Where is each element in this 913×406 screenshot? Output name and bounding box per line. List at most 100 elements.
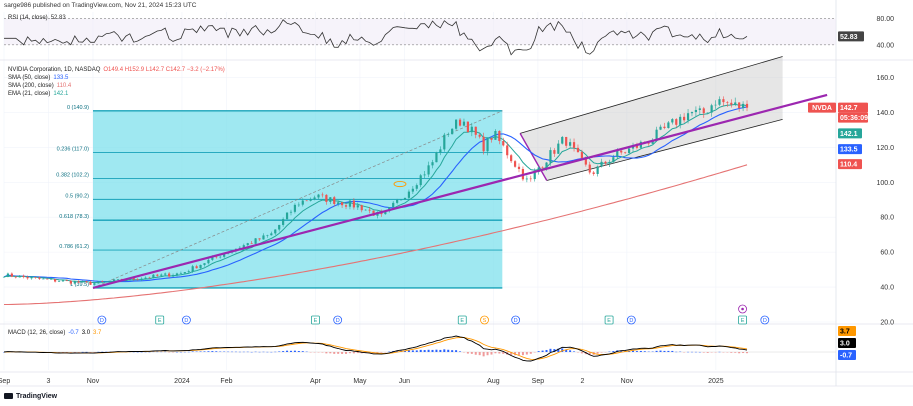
candle[interactable] <box>105 281 108 283</box>
candle[interactable] <box>164 273 167 275</box>
price-channel-fill[interactable] <box>520 56 783 181</box>
candle[interactable] <box>592 172 595 174</box>
candle[interactable] <box>683 116 686 121</box>
dividend-event-marker[interactable] <box>511 315 521 325</box>
candle[interactable] <box>738 102 741 109</box>
candle[interactable] <box>525 178 528 180</box>
channel-anchor-line[interactable] <box>519 133 548 181</box>
candle[interactable] <box>124 280 127 281</box>
candle[interactable] <box>616 150 619 158</box>
candle[interactable] <box>443 134 446 150</box>
candle[interactable] <box>61 280 65 282</box>
candle[interactable] <box>478 134 481 137</box>
sma200-line[interactable] <box>4 164 748 306</box>
candle[interactable] <box>309 199 312 201</box>
candle[interactable] <box>659 126 662 130</box>
candle[interactable] <box>250 243 253 244</box>
candle[interactable] <box>502 141 505 146</box>
sma200-legend[interactable]: SMA (200, close) 110.4 <box>8 83 71 89</box>
candle[interactable] <box>289 211 293 213</box>
dividend-event-marker[interactable] <box>626 315 636 325</box>
ema21-badge[interactable] <box>838 128 862 139</box>
candle[interactable] <box>620 150 623 153</box>
candle[interactable] <box>321 194 324 196</box>
candle[interactable] <box>470 126 473 133</box>
candle[interactable] <box>490 138 493 140</box>
dividend-event-marker[interactable] <box>97 315 107 325</box>
candle[interactable] <box>93 283 96 285</box>
candle[interactable] <box>580 152 584 158</box>
candle[interactable] <box>399 199 403 201</box>
candle[interactable] <box>604 161 607 164</box>
ema21-legend[interactable]: EMA (21, close) 142.1 <box>8 91 68 97</box>
candle[interactable] <box>462 121 466 126</box>
candle[interactable] <box>344 205 348 207</box>
ticker-legend[interactable]: NVIDIA Corporation, 1D, NASDAQ O149.4 H15… <box>8 67 225 73</box>
candle[interactable] <box>199 264 202 269</box>
candle[interactable] <box>140 278 143 280</box>
candle[interactable] <box>419 175 422 186</box>
candle[interactable] <box>116 279 120 280</box>
candle[interactable] <box>745 103 749 108</box>
last-price-badge[interactable] <box>838 102 868 113</box>
candle[interactable] <box>545 162 548 168</box>
candle[interactable] <box>596 166 599 174</box>
candle[interactable] <box>215 256 218 258</box>
candle[interactable] <box>608 161 611 164</box>
candle[interactable] <box>266 235 269 236</box>
candle[interactable] <box>710 105 713 113</box>
candle[interactable] <box>333 197 336 204</box>
candle[interactable] <box>89 281 92 285</box>
candle[interactable] <box>38 277 41 279</box>
candle[interactable] <box>655 129 658 140</box>
candle[interactable] <box>191 266 194 272</box>
dividend-event-marker[interactable] <box>333 315 343 325</box>
sma200-badge[interactable] <box>838 159 862 170</box>
candle[interactable] <box>278 224 281 230</box>
candle[interactable] <box>403 197 407 200</box>
candle[interactable] <box>627 148 631 154</box>
candle[interactable] <box>435 152 438 163</box>
channel-lower-line[interactable] <box>546 118 783 181</box>
candle[interactable] <box>730 102 733 105</box>
candle[interactable] <box>77 281 80 283</box>
candle[interactable] <box>553 150 556 154</box>
dividend-event-marker[interactable] <box>760 315 770 325</box>
channel-upper-line[interactable] <box>519 56 783 134</box>
candle[interactable] <box>718 99 721 105</box>
candle[interactable] <box>482 136 485 152</box>
candle[interactable] <box>171 275 175 277</box>
candle[interactable] <box>203 263 206 265</box>
candle[interactable] <box>317 194 320 198</box>
candle[interactable] <box>741 103 745 109</box>
candle[interactable] <box>557 143 560 154</box>
candle[interactable] <box>183 272 186 274</box>
candle[interactable] <box>2 276 6 278</box>
candle[interactable] <box>667 122 670 129</box>
candle[interactable] <box>624 152 627 154</box>
candle[interactable] <box>635 145 639 148</box>
candle[interactable] <box>576 147 580 153</box>
candle[interactable] <box>187 271 190 273</box>
candle[interactable] <box>565 136 568 146</box>
candle[interactable] <box>423 174 426 176</box>
rsi-value-badge[interactable] <box>838 31 864 42</box>
candle[interactable] <box>258 238 261 240</box>
candle[interactable] <box>69 280 72 284</box>
candle[interactable] <box>517 166 521 170</box>
candle[interactable] <box>219 256 222 258</box>
candle[interactable] <box>211 256 214 260</box>
dividend-event-marker[interactable] <box>182 315 191 325</box>
candle[interactable] <box>458 119 462 126</box>
highlight-ellipse[interactable] <box>393 180 407 188</box>
candle[interactable] <box>686 113 690 121</box>
candle[interactable] <box>270 233 273 236</box>
candle[interactable] <box>30 277 33 279</box>
candle[interactable] <box>569 142 572 146</box>
candle[interactable] <box>384 211 387 215</box>
earnings-event-marker[interactable] <box>457 315 467 325</box>
candle[interactable] <box>54 279 57 282</box>
candle[interactable] <box>486 138 489 152</box>
candle[interactable] <box>561 136 564 144</box>
candle[interactable] <box>50 279 53 280</box>
